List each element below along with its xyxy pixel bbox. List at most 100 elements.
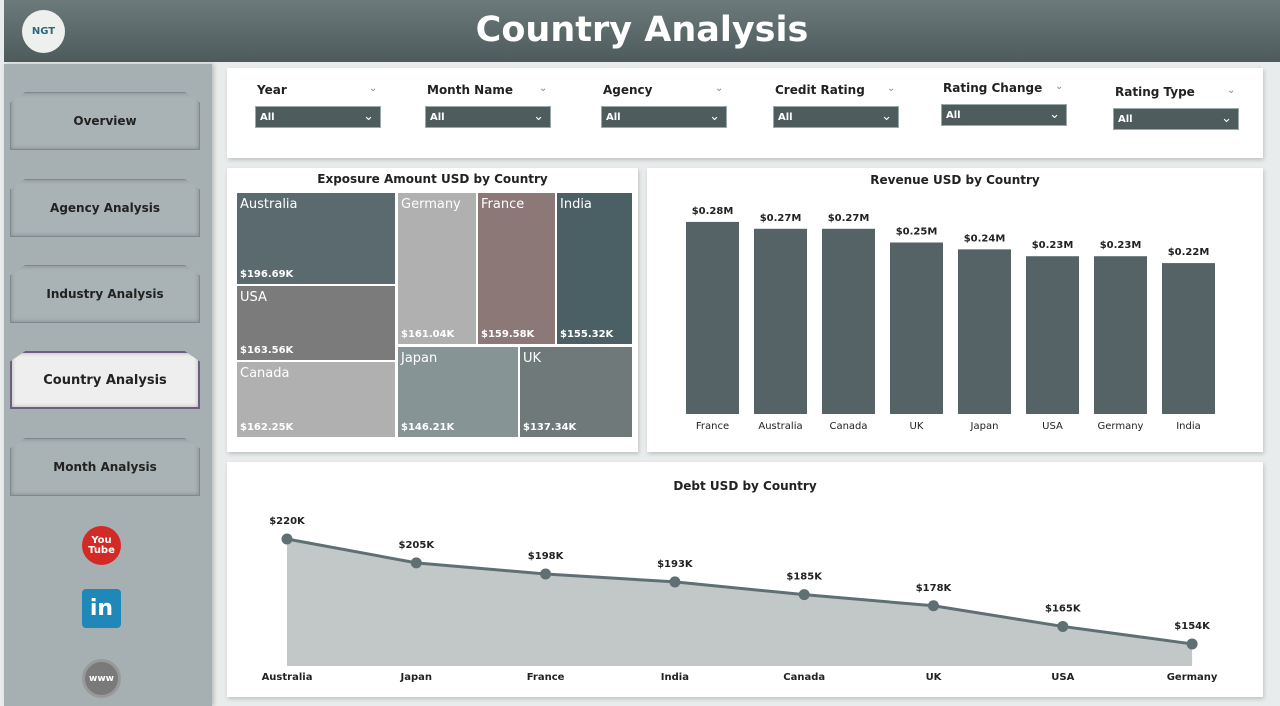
x-tick-label: France: [527, 672, 565, 683]
treemap-tile[interactable]: India $155.32K: [556, 192, 633, 345]
revenue-bar-card: Revenue USD by Country $0.28M France $0.27…: [647, 168, 1263, 452]
debt-area-chart: $220K Australia $205K Japan $198K France $193K…: [262, 516, 1218, 683]
x-tick-label: USA: [1051, 672, 1074, 683]
x-tick-label: Germany: [1167, 672, 1218, 683]
point-data-label: $178K: [916, 583, 953, 594]
x-tick-label: Germany: [1098, 421, 1144, 432]
bar-data-label: $0.27M: [828, 213, 870, 224]
data-point: [540, 568, 552, 580]
treemap-tile[interactable]: France $159.58K: [477, 192, 556, 345]
treemap-tile[interactable]: Canada $162.25K: [236, 361, 396, 438]
chart-title: Debt USD by Country: [673, 479, 817, 493]
tile-value: $162.25K: [240, 422, 294, 433]
chevron-down-icon: ⌄: [363, 109, 374, 124]
data-point: [1057, 620, 1069, 632]
linkedin-icon[interactable]: in: [82, 589, 121, 628]
x-tick-label: Australia: [262, 672, 313, 683]
bar-data-label: $0.23M: [1032, 240, 1074, 251]
nav-agency-analysis[interactable]: Agency Analysis: [10, 179, 200, 237]
filter-select[interactable]: All ⌄: [255, 106, 381, 128]
treemap-tile[interactable]: Japan $146.21K: [397, 346, 519, 438]
revenue-bar: [958, 249, 1011, 414]
point-data-label: $205K: [399, 540, 436, 551]
x-tick-label: India: [661, 672, 689, 683]
data-point: [410, 557, 422, 569]
filter-label: Credit Rating: [775, 83, 865, 97]
tile-value: $146.21K: [401, 422, 455, 433]
tile-name: Canada: [240, 366, 290, 381]
x-tick-label: Canada: [829, 421, 867, 432]
nav-country-analysis[interactable]: Country Analysis: [10, 351, 200, 409]
sidebar: Overview Agency Analysis Industry Analys…: [4, 64, 212, 706]
treemap-tile[interactable]: UK $137.34K: [519, 346, 633, 438]
x-tick-label: Japan: [400, 672, 433, 683]
x-tick-label: Japan: [970, 421, 999, 432]
filter-select[interactable]: All ⌄: [773, 106, 899, 128]
chevron-down-icon: ⌄: [881, 109, 892, 124]
chevron-down-icon[interactable]: ⌄: [1227, 85, 1236, 96]
tile-name: UK: [523, 351, 542, 366]
data-point: [798, 589, 810, 601]
revenue-bar: [1026, 256, 1079, 414]
treemap-tile[interactable]: Australia $196.69K: [236, 192, 396, 285]
company-logo: NGT: [22, 10, 65, 53]
filter-label: Year: [257, 83, 287, 97]
debt-area-card: Debt USD by Country $220K Australia $205K J…: [227, 462, 1263, 697]
x-tick-label: Canada: [783, 672, 825, 683]
tile-value: $137.34K: [523, 422, 577, 433]
bar-data-label: $0.22M: [1168, 247, 1210, 258]
nav-month-analysis[interactable]: Month Analysis: [10, 438, 200, 496]
point-data-label: $220K: [269, 516, 306, 527]
x-tick-label: UK: [910, 421, 924, 432]
bar-data-label: $0.28M: [692, 206, 734, 217]
point-data-label: $198K: [528, 551, 565, 562]
globe-icon[interactable]: www: [82, 659, 121, 698]
filter-select[interactable]: All ⌄: [601, 106, 727, 128]
treemap-tile[interactable]: Germany $161.04K: [397, 192, 477, 345]
revenue-bar: [754, 228, 807, 414]
chevron-down-icon: ⌄: [533, 109, 544, 124]
x-tick-label: France: [696, 421, 729, 432]
tile-value: $159.58K: [481, 329, 535, 340]
data-point: [281, 533, 293, 545]
header: NGT Country Analysis: [4, 0, 1280, 62]
filter-label: Rating Change: [943, 81, 1043, 95]
filter-label: Rating Type: [1115, 85, 1195, 99]
data-point: [1186, 638, 1198, 650]
treemap-tile[interactable]: USA $163.56K: [236, 285, 396, 361]
nav-industry-analysis[interactable]: Industry Analysis: [10, 265, 200, 323]
exposure-treemap-card: Exposure Amount USD by Country Australia…: [227, 168, 638, 452]
filter-label: Month Name: [427, 83, 513, 97]
revenue-bar: [822, 228, 875, 414]
chevron-down-icon[interactable]: ⌄: [887, 83, 896, 94]
tile-name: France: [481, 197, 525, 212]
chevron-down-icon: ⌄: [1049, 107, 1060, 122]
revenue-bar: [890, 242, 943, 414]
tile-value: $196.69K: [240, 269, 294, 280]
bar-data-label: $0.25M: [896, 227, 938, 238]
tile-name: Australia: [240, 197, 298, 212]
filter-select[interactable]: All ⌄: [941, 104, 1067, 126]
filter-panel: Year ⌄ All ⌄ Month Name ⌄ All ⌄ Agency ⌄ All…: [227, 68, 1263, 158]
bar-data-label: $0.24M: [964, 233, 1006, 244]
youtube-icon[interactable]: You Tube: [82, 526, 121, 565]
tile-value: $155.32K: [560, 329, 614, 340]
chevron-down-icon[interactable]: ⌄: [1055, 81, 1064, 92]
chevron-down-icon[interactable]: ⌄: [539, 83, 548, 94]
tile-value: $161.04K: [401, 329, 455, 340]
filter-select[interactable]: All ⌄: [425, 106, 551, 128]
revenue-bar: [1094, 256, 1147, 414]
tile-name: Japan: [401, 351, 438, 366]
nav-overview[interactable]: Overview: [10, 92, 200, 150]
revenue-bar: [686, 221, 739, 414]
revenue-bar-chart: $0.28M France $0.27M Australia $0.27M Canada $…: [686, 206, 1215, 432]
point-data-label: $154K: [1174, 621, 1211, 632]
chart-title: Exposure Amount USD by Country: [317, 172, 548, 186]
revenue-bar: [1162, 263, 1215, 414]
chevron-down-icon[interactable]: ⌄: [369, 83, 378, 94]
chevron-down-icon[interactable]: ⌄: [715, 83, 724, 94]
page-title: Country Analysis: [475, 10, 809, 50]
data-point: [928, 600, 939, 612]
chevron-down-icon: ⌄: [709, 109, 720, 124]
filter-select[interactable]: All ⌄: [1113, 108, 1239, 130]
